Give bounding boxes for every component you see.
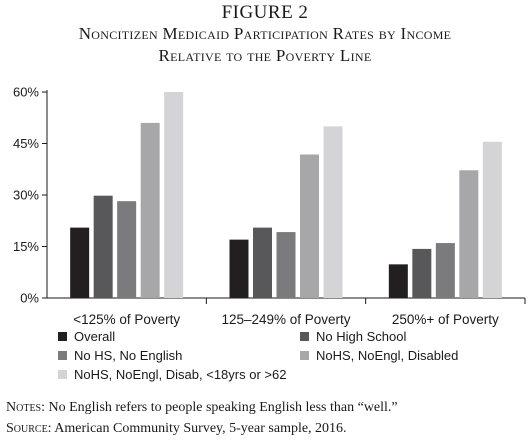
legend-label: Overall: [74, 329, 115, 344]
bar: [229, 239, 249, 298]
chart-bars: [70, 92, 502, 299]
bar: [93, 195, 113, 298]
bar: [70, 227, 90, 298]
legend-swatch: [58, 332, 67, 341]
source-line: Source: American Community Survey, 5-yea…: [6, 421, 526, 437]
source-text: American Community Survey, 5-year sample…: [51, 421, 347, 436]
chart-legend: Overall No High School No HS, No English No…: [58, 329, 458, 382]
legend-swatch: [300, 332, 309, 341]
y-tick-label: 60%: [13, 85, 39, 100]
notes-label: Notes:: [6, 400, 45, 415]
bar: [435, 243, 455, 298]
chart-title-line-2: Relative to the Poverty Line: [158, 46, 372, 65]
figure-number: FIGURE 2: [221, 2, 309, 23]
source-label: Source:: [6, 421, 52, 436]
x-category-label: <125% of Poverty: [73, 312, 180, 327]
y-tick-label: 30%: [13, 188, 39, 203]
bar: [482, 141, 502, 298]
x-category-label: 250%+ of Poverty: [392, 312, 499, 327]
bar: [117, 201, 137, 298]
chart-labels: 0% 15% 30% 45% 60% <125% of Poverty 125–249% o…: [13, 85, 499, 328]
y-tick-label: 0%: [20, 291, 39, 306]
legend-swatch: [58, 370, 67, 379]
bar: [323, 126, 343, 298]
bar: [276, 232, 296, 298]
y-tick-label: 15%: [13, 239, 39, 254]
legend-swatch: [58, 351, 67, 360]
legend-label: No High School: [316, 329, 406, 344]
legend-label: NoHS, NoEngl, Disab, <18yrs or >62: [74, 367, 286, 382]
bar: [459, 170, 479, 298]
legend-swatch: [300, 351, 309, 360]
x-category-label: 125–249% of Poverty: [221, 312, 350, 327]
bar: [253, 227, 272, 298]
bar: [164, 92, 184, 298]
notes-line: Notes: No English refers to people speak…: [6, 400, 526, 416]
bar: [300, 154, 319, 298]
bar: [388, 264, 408, 298]
legend-label: NoHS, NoEngl, Disabled: [316, 348, 458, 363]
notes-text: No English refers to people speaking Eng…: [45, 400, 398, 415]
y-tick-label: 45%: [13, 136, 39, 151]
chart-title-line-1: Noncitizen Medicaid Participation Rates …: [78, 24, 452, 43]
bar: [412, 248, 432, 298]
bar: [140, 122, 160, 299]
legend-label: No HS, No English: [74, 348, 182, 363]
